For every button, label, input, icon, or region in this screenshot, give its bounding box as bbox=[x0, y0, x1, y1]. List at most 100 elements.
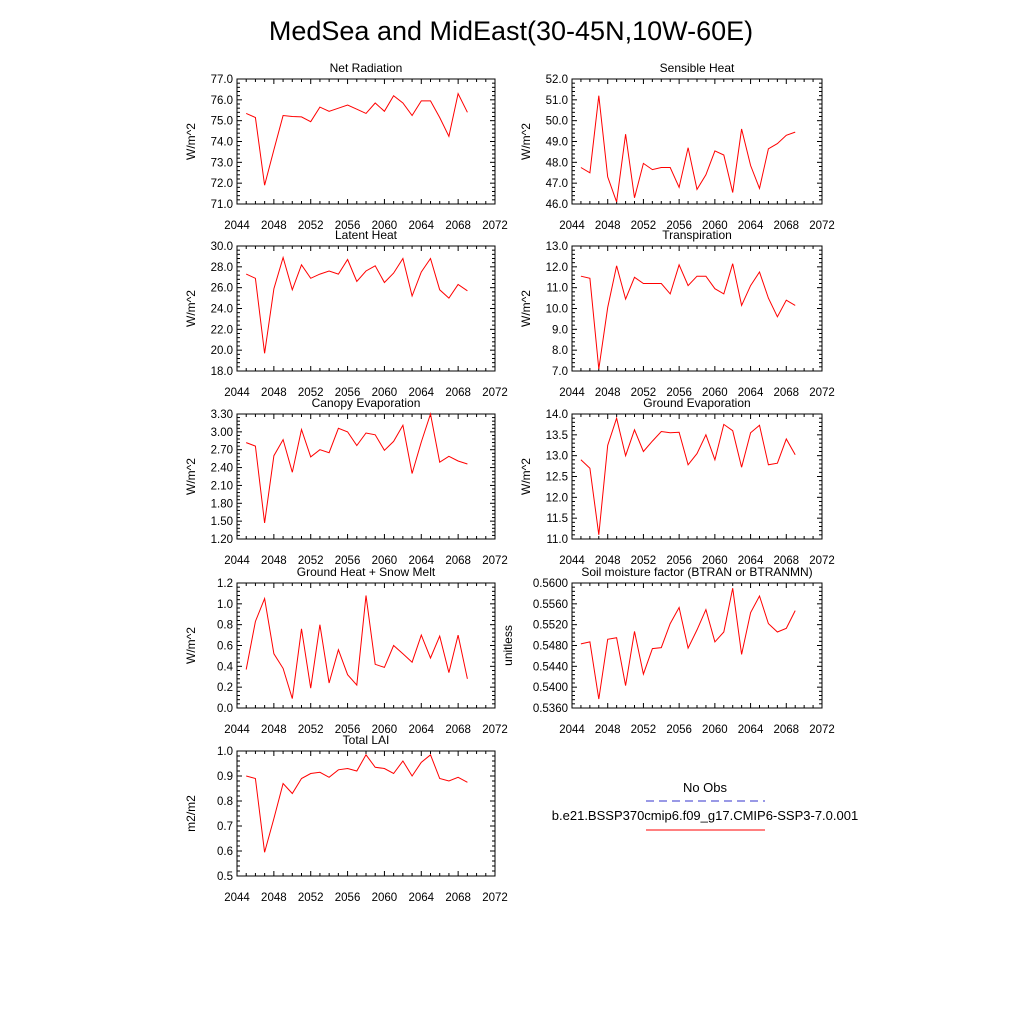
y-tick-label: 0.5360 bbox=[533, 703, 568, 715]
x-tick-label: 2064 bbox=[408, 892, 434, 904]
y-tick-label: 0.7 bbox=[217, 821, 233, 833]
y-tick-label: 9.0 bbox=[552, 324, 568, 336]
x-tick-label: 2044 bbox=[559, 220, 585, 232]
x-tick-label: 2052 bbox=[298, 892, 324, 904]
plot-frame bbox=[571, 245, 823, 372]
series-line bbox=[245, 92, 468, 186]
plot-frame bbox=[571, 78, 823, 205]
x-tick-label: 2044 bbox=[224, 724, 250, 736]
x-tick-label: 2052 bbox=[631, 220, 657, 232]
y-tick-label: 2.40 bbox=[211, 463, 233, 475]
y-tick-label: 18.0 bbox=[211, 366, 233, 378]
y-tick-label: 3.00 bbox=[211, 427, 233, 439]
panel-title: Net Radiation bbox=[330, 61, 403, 75]
x-tick-label: 2048 bbox=[595, 387, 621, 399]
x-tick-label: 2056 bbox=[335, 220, 361, 232]
chart-panel: Transpiration 2044 2048 2052 2056 2060 2064 206… bbox=[519, 228, 835, 399]
series-line bbox=[580, 263, 796, 369]
y-tick-label: 51.0 bbox=[546, 95, 568, 107]
y-axis-label: unitless bbox=[501, 625, 515, 666]
y-tick-label: 0.9 bbox=[217, 771, 233, 783]
x-tick-label: 2056 bbox=[666, 387, 692, 399]
y-tick-label: 8.0 bbox=[552, 345, 568, 357]
x-tick-label: 2056 bbox=[666, 220, 692, 232]
legend-obs-label: No Obs bbox=[683, 780, 728, 795]
y-tick-label: 0.8 bbox=[217, 620, 233, 632]
x-tick-label: 2048 bbox=[261, 555, 287, 567]
series-line bbox=[246, 412, 468, 523]
y-tick-label: 71.0 bbox=[211, 199, 233, 211]
main-title: MedSea and MidEast(30-45N,10W-60E) bbox=[269, 16, 753, 46]
y-axis-label: W/m^2 bbox=[519, 458, 533, 495]
x-tick-label: 2052 bbox=[298, 724, 324, 736]
x-tick-label: 2048 bbox=[595, 555, 621, 567]
x-tick-label: 2068 bbox=[773, 387, 799, 399]
series-line bbox=[580, 95, 796, 203]
x-tick-label: 2060 bbox=[372, 220, 398, 232]
y-tick-label: 26.0 bbox=[211, 283, 233, 295]
y-tick-label: 1.2 bbox=[217, 578, 233, 590]
x-tick-label: 2064 bbox=[408, 387, 434, 399]
y-tick-label: 22.0 bbox=[211, 324, 233, 336]
y-tick-label: 0.4 bbox=[217, 661, 234, 673]
x-tick-label: 2072 bbox=[809, 220, 835, 232]
x-tick-label: 2072 bbox=[482, 892, 508, 904]
y-tick-label: 12.0 bbox=[546, 262, 568, 274]
y-tick-label: 1.0 bbox=[217, 599, 233, 611]
y-tick-label: 2.10 bbox=[211, 480, 233, 492]
y-tick-label: 30.0 bbox=[211, 241, 233, 253]
y-tick-label: 0.5600 bbox=[533, 578, 568, 590]
x-tick-label: 2044 bbox=[559, 724, 585, 736]
chart-panel: Ground Heat + Snow Melt 2044 2048 2052 2056 2… bbox=[184, 565, 508, 736]
x-tick-label: 2044 bbox=[559, 387, 585, 399]
panel-title: Transpiration bbox=[662, 228, 732, 242]
x-tick-label: 2068 bbox=[445, 724, 471, 736]
x-tick-label: 2056 bbox=[335, 555, 361, 567]
x-tick-label: 2048 bbox=[595, 724, 621, 736]
x-tick-label: 2044 bbox=[224, 555, 250, 567]
x-tick-label: 2052 bbox=[631, 387, 657, 399]
y-axis-label: W/m^2 bbox=[184, 627, 198, 664]
y-tick-label: 72.0 bbox=[211, 178, 233, 190]
x-tick-label: 2052 bbox=[298, 387, 324, 399]
plot-frame bbox=[571, 582, 823, 709]
y-tick-label: 0.5440 bbox=[533, 661, 568, 673]
x-tick-label: 2044 bbox=[224, 387, 250, 399]
x-tick-label: 2068 bbox=[445, 220, 471, 232]
x-tick-label: 2068 bbox=[445, 555, 471, 567]
y-tick-label: 13.0 bbox=[546, 451, 568, 463]
series-line bbox=[580, 416, 796, 535]
y-tick-label: 0.5 bbox=[217, 871, 233, 883]
y-tick-label: 0.8 bbox=[217, 796, 233, 808]
y-tick-label: 13.0 bbox=[546, 241, 568, 253]
x-tick-label: 2052 bbox=[631, 724, 657, 736]
y-tick-label: 24.0 bbox=[211, 304, 233, 316]
x-tick-label: 2060 bbox=[702, 387, 728, 399]
chart-panel: Ground Evaporation 2044 2048 2052 2056 2060 20… bbox=[519, 396, 835, 567]
x-tick-label: 2068 bbox=[445, 892, 471, 904]
chart-panel: Sensible Heat 2044 2048 2052 2056 2060 2064 206… bbox=[519, 61, 835, 232]
y-tick-label: 14.0 bbox=[546, 409, 568, 421]
panel-title: Canopy Evaporation bbox=[312, 396, 421, 410]
x-tick-label: 2052 bbox=[298, 555, 324, 567]
x-tick-label: 2072 bbox=[809, 387, 835, 399]
plot-frame bbox=[236, 582, 496, 709]
y-axis-label: W/m^2 bbox=[519, 123, 533, 160]
x-tick-label: 2064 bbox=[738, 387, 764, 399]
panel-title: Total LAI bbox=[343, 733, 390, 747]
x-tick-label: 2060 bbox=[372, 892, 398, 904]
y-axis-label: W/m^2 bbox=[184, 458, 198, 495]
y-tick-label: 75.0 bbox=[211, 116, 233, 128]
y-tick-label: 13.5 bbox=[546, 430, 568, 442]
y-tick-label: 1.0 bbox=[217, 746, 233, 758]
y-tick-label: 0.0 bbox=[217, 703, 233, 715]
x-tick-label: 2068 bbox=[445, 387, 471, 399]
x-tick-label: 2056 bbox=[335, 892, 361, 904]
y-tick-label: 0.5400 bbox=[533, 682, 568, 694]
chart-panel: Canopy Evaporation 2044 2048 2052 2056 2060 20… bbox=[184, 396, 508, 567]
x-tick-label: 2060 bbox=[702, 724, 728, 736]
x-tick-label: 2064 bbox=[408, 724, 434, 736]
y-tick-label: 47.0 bbox=[546, 178, 568, 190]
chart-panel: Total LAI 2044 2048 2052 2056 2060 2064 2068 207… bbox=[184, 733, 508, 904]
